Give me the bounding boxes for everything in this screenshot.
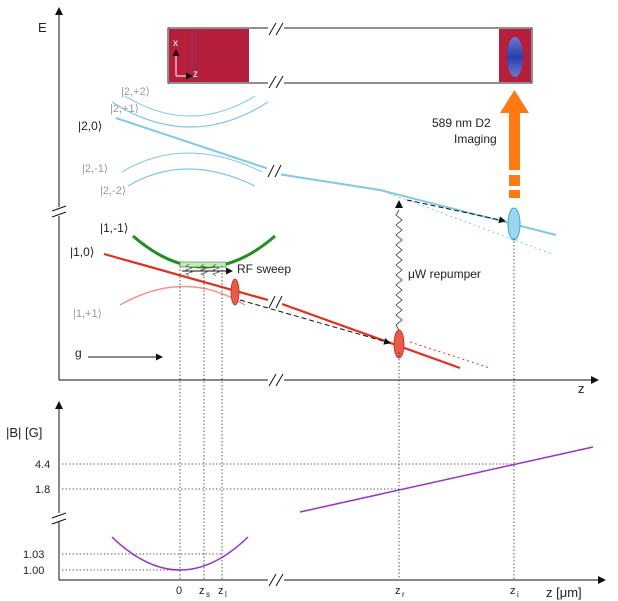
svg-text:r: r (402, 590, 405, 599)
transport-arrow-lower (239, 299, 391, 345)
svg-text:z: z (395, 585, 401, 597)
imaging-beam-arrow (500, 90, 529, 198)
z-tick-zs: z s (199, 585, 210, 599)
uw-repumper-label: μW repumper (408, 267, 481, 281)
b-tick-4-4: 4.4 (35, 459, 50, 471)
imaging-label-line1: 589 nm D2 (432, 116, 491, 130)
z-tick-zi: z i (510, 585, 519, 599)
atom-cloud-zr (393, 329, 405, 359)
z-axis-label-top: z (578, 381, 585, 396)
state-label-2-minus1: |2,-1⟩ (82, 163, 108, 175)
b-axis-label: |B| [G] (6, 425, 42, 440)
state-label-1-plus1: |1,+1⟩ (73, 308, 102, 320)
b-field-gradient-line (299, 446, 594, 513)
uw-repumper-arrow (395, 209, 403, 331)
upper-axes (51, 7, 599, 387)
transport-arrow-upper (406, 199, 506, 224)
state-label-1-0: |1,0⟩ (70, 245, 94, 259)
z-tick-zr: z r (395, 585, 405, 599)
z-tick-zero: 0 (176, 585, 182, 597)
energy-axis-label: E (38, 20, 47, 35)
z-tick-zl: z l (218, 585, 227, 599)
b-tick-1-03: 1.03 (23, 549, 44, 561)
rf-sweep-label: RF sweep (237, 262, 291, 276)
state-label-2-plus2: |2,+2⟩ (121, 86, 150, 98)
imaging-label-line2: Imaging (454, 132, 497, 146)
state-label-2-0: |2,0⟩ (78, 119, 102, 133)
imaging-axis-z-label: z (193, 69, 198, 80)
svg-text:s: s (206, 590, 210, 599)
svg-text:z: z (218, 585, 224, 597)
atom-cloud-zi (507, 207, 521, 241)
svg-text:i: i (517, 590, 519, 599)
atom-cloud-zl (230, 278, 240, 306)
b-field-trap-curve (111, 536, 249, 571)
state-label-2-minus2: |2,-2⟩ (100, 185, 126, 197)
b-tick-1-8: 1.8 (35, 484, 50, 496)
svg-text:z: z (510, 585, 516, 597)
state-label-1-minus1: |1,-1⟩ (100, 221, 128, 235)
svg-text:z: z (199, 585, 205, 597)
lower-axes (51, 401, 606, 587)
f1-zero-dotted (409, 341, 491, 369)
state-label-2-plus1: |2,+1⟩ (110, 103, 139, 115)
gravity-label: g (75, 346, 82, 360)
imaging-strip (167, 22, 533, 89)
imaged-atom-cloud (507, 37, 523, 77)
b-tick-1-00: 1.00 (23, 565, 44, 577)
svg-text:l: l (225, 590, 227, 599)
f1-zero-line (103, 252, 461, 370)
imaging-axis-x-label: x (173, 38, 178, 49)
z-axis-label-bottom: z [μm] (546, 585, 582, 600)
rf-sweep-marker (179, 261, 233, 277)
